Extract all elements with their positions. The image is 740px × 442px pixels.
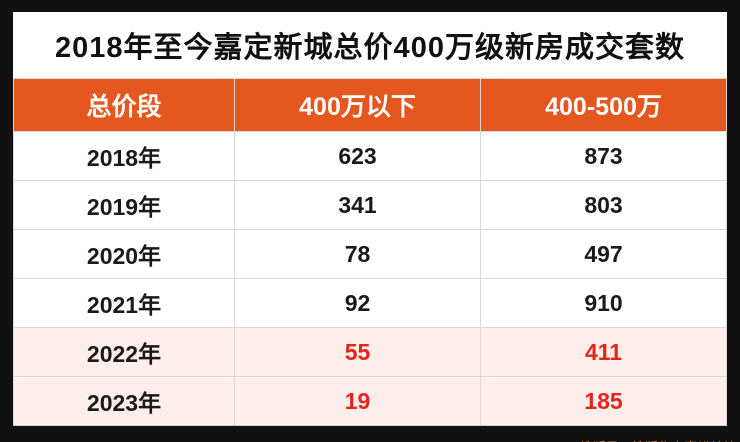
value-cell: 623: [234, 131, 481, 181]
value-cell: 411: [480, 327, 727, 377]
transactions-table: 总价段 400万以下 400-500万 2018年 623 873 2019年 341 8…: [12, 78, 727, 426]
table-card: 2018年至今嘉定新城总价400万级新房成交套数 总价段 400万以下 400-…: [12, 12, 727, 426]
table-row: 2022年 55 411: [12, 327, 727, 377]
year-cell: 2022年: [12, 327, 236, 377]
table-row: 2019年 341 803: [12, 180, 727, 230]
page-title: 2018年至今嘉定新城总价400万级新房成交套数: [55, 32, 685, 64]
year-cell: 2019年: [12, 180, 236, 230]
value-cell: 92: [234, 278, 481, 328]
column-header-under-400: 400万以下: [234, 78, 481, 132]
year-cell: 2018年: [12, 131, 236, 181]
value-cell: 341: [234, 180, 481, 230]
value-cell: 19: [234, 376, 481, 426]
year-cell: 2020年: [12, 229, 236, 279]
table-row: 2023年 19 185: [12, 376, 727, 426]
value-cell: 803: [480, 180, 727, 230]
table-row: 2020年 78 497: [12, 229, 727, 279]
value-cell: 910: [480, 278, 727, 328]
value-cell: 873: [480, 131, 727, 181]
value-cell: 185: [480, 376, 727, 426]
column-header-400-500: 400-500万: [480, 78, 727, 132]
value-cell: 55: [234, 327, 481, 377]
value-cell: 497: [480, 229, 727, 279]
table-row: 2018年 623 873: [12, 131, 727, 181]
watermark: 搜狐号@搜狐焦点嘉峪关站: [580, 437, 736, 442]
header-row: 总价段 400万以下 400-500万: [12, 78, 727, 132]
year-cell: 2021年: [12, 278, 236, 328]
column-header-price-band: 总价段: [12, 78, 236, 132]
year-cell: 2023年: [12, 376, 236, 426]
value-cell: 78: [234, 229, 481, 279]
table-row: 2021年 92 910: [12, 278, 727, 328]
